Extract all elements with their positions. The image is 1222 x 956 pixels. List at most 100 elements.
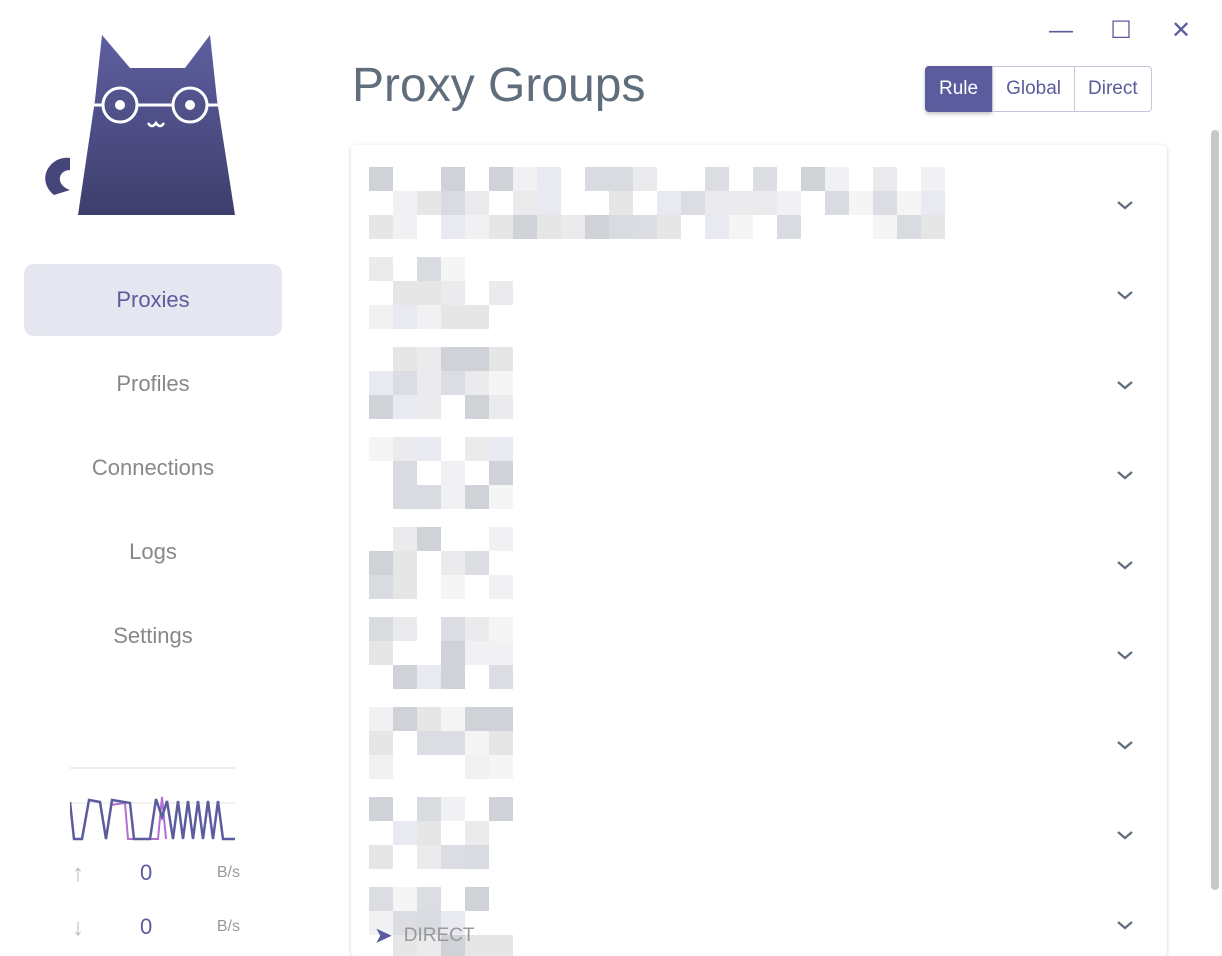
mosaic-cell [465, 821, 489, 845]
mosaic-cell [465, 347, 489, 371]
mosaic-cell [657, 191, 681, 215]
mode-direct-button[interactable]: Direct [1075, 66, 1152, 112]
mosaic-cell [489, 461, 513, 485]
arrow-up-icon: ↑ [72, 860, 84, 887]
proxy-group-item[interactable] [351, 425, 1167, 515]
group-now-proxy: ➤ DIRECT [375, 924, 475, 948]
proxy-group-item[interactable] [351, 605, 1167, 695]
mosaic-cell [465, 437, 489, 461]
mosaic-cell [393, 215, 417, 239]
mosaic-cell [921, 215, 945, 239]
mosaic-cell [609, 167, 633, 191]
mosaic-cell [441, 305, 465, 329]
mosaic-cell [393, 347, 417, 371]
mosaic-cell [705, 191, 729, 215]
mosaic-cell [369, 731, 393, 755]
nav-proxies[interactable]: Proxies [24, 264, 282, 336]
chevron-down-icon[interactable] [1115, 555, 1135, 575]
mosaic-cell [921, 167, 945, 191]
mosaic-cell [465, 731, 489, 755]
mosaic-cell [369, 551, 393, 575]
mosaic-cell [417, 257, 441, 281]
chevron-down-icon[interactable] [1115, 285, 1135, 305]
mosaic-cell [633, 215, 657, 239]
mosaic-cell [897, 215, 921, 239]
mosaic-cell [393, 305, 417, 329]
proxy-group-list: ➤ DIRECT [351, 145, 1167, 956]
minimize-button[interactable]: — [1049, 17, 1073, 44]
chevron-down-icon[interactable] [1115, 375, 1135, 395]
mosaic-cell [393, 395, 417, 419]
mosaic-cell [489, 935, 513, 956]
nav-connections[interactable]: Connections [91, 455, 215, 480]
mosaic-cell [729, 215, 753, 239]
mosaic-cell [417, 707, 441, 731]
mosaic-cell [441, 485, 465, 509]
mosaic-cell [369, 641, 393, 665]
proxy-group-item[interactable] [351, 875, 1167, 956]
mosaic-cell [609, 215, 633, 239]
chevron-down-icon[interactable] [1115, 735, 1135, 755]
mosaic-cell [393, 371, 417, 395]
mosaic-cell [465, 935, 489, 956]
mosaic-cell [513, 191, 537, 215]
proxy-group-item[interactable] [351, 155, 1167, 245]
mosaic-cell [369, 845, 393, 869]
mosaic-cell [393, 485, 417, 509]
mosaic-cell [441, 167, 465, 191]
mosaic-cell [417, 281, 441, 305]
chevron-down-icon[interactable] [1115, 915, 1135, 935]
mosaic-cell [753, 191, 777, 215]
mosaic-cell [873, 215, 897, 239]
mosaic-cell [705, 167, 729, 191]
nav-logs[interactable]: Logs [129, 539, 177, 564]
mode-rule-button[interactable]: Rule [925, 66, 993, 112]
close-button[interactable]: ✕ [1170, 17, 1192, 44]
chevron-down-icon[interactable] [1115, 195, 1135, 215]
mosaic-cell [681, 191, 705, 215]
chevron-down-icon[interactable] [1115, 465, 1135, 485]
nav-profiles[interactable]: Profiles [116, 371, 190, 396]
mosaic-cell [897, 191, 921, 215]
mosaic-cell [585, 215, 609, 239]
scrollbar[interactable] [1211, 130, 1219, 890]
mosaic-cell [417, 371, 441, 395]
mosaic-cell [369, 437, 393, 461]
upload-rate: ↑ 0 B/s [72, 860, 240, 887]
proxy-group-item[interactable] [351, 785, 1167, 875]
mosaic-cell [417, 731, 441, 755]
mosaic-cell [369, 215, 393, 239]
proxy-group-item[interactable] [351, 515, 1167, 605]
mosaic-cell [609, 191, 633, 215]
nav-settings[interactable]: Settings [113, 623, 193, 648]
mosaic-cell [369, 305, 393, 329]
app-logo-cat [45, 35, 235, 215]
mosaic-cell [465, 887, 489, 911]
mosaic-cell [393, 191, 417, 215]
mosaic-cell [537, 215, 561, 239]
mosaic-cell [369, 395, 393, 419]
mosaic-cell [489, 617, 513, 641]
mosaic-cell [369, 911, 393, 935]
mosaic-cell [417, 935, 441, 956]
chevron-down-icon[interactable] [1115, 645, 1135, 665]
mosaic-cell [393, 551, 417, 575]
mosaic-cell [537, 191, 561, 215]
mosaic-cell [465, 395, 489, 419]
maximize-button[interactable]: ☐ [1110, 17, 1132, 44]
proxy-group-item[interactable] [351, 335, 1167, 425]
group-name-redacted [369, 605, 1069, 695]
mosaic-cell [393, 527, 417, 551]
proxy-group-item[interactable] [351, 695, 1167, 785]
mosaic-cell [417, 911, 441, 935]
mosaic-cell [489, 575, 513, 599]
mosaic-cell [417, 797, 441, 821]
chevron-down-icon[interactable] [1115, 825, 1135, 845]
mosaic-cell [393, 575, 417, 599]
mosaic-cell [513, 167, 537, 191]
mosaic-cell [465, 845, 489, 869]
proxy-group-item[interactable] [351, 245, 1167, 335]
mosaic-cell [441, 641, 465, 665]
mode-global-button[interactable]: Global [992, 66, 1075, 112]
mosaic-cell [369, 887, 393, 911]
